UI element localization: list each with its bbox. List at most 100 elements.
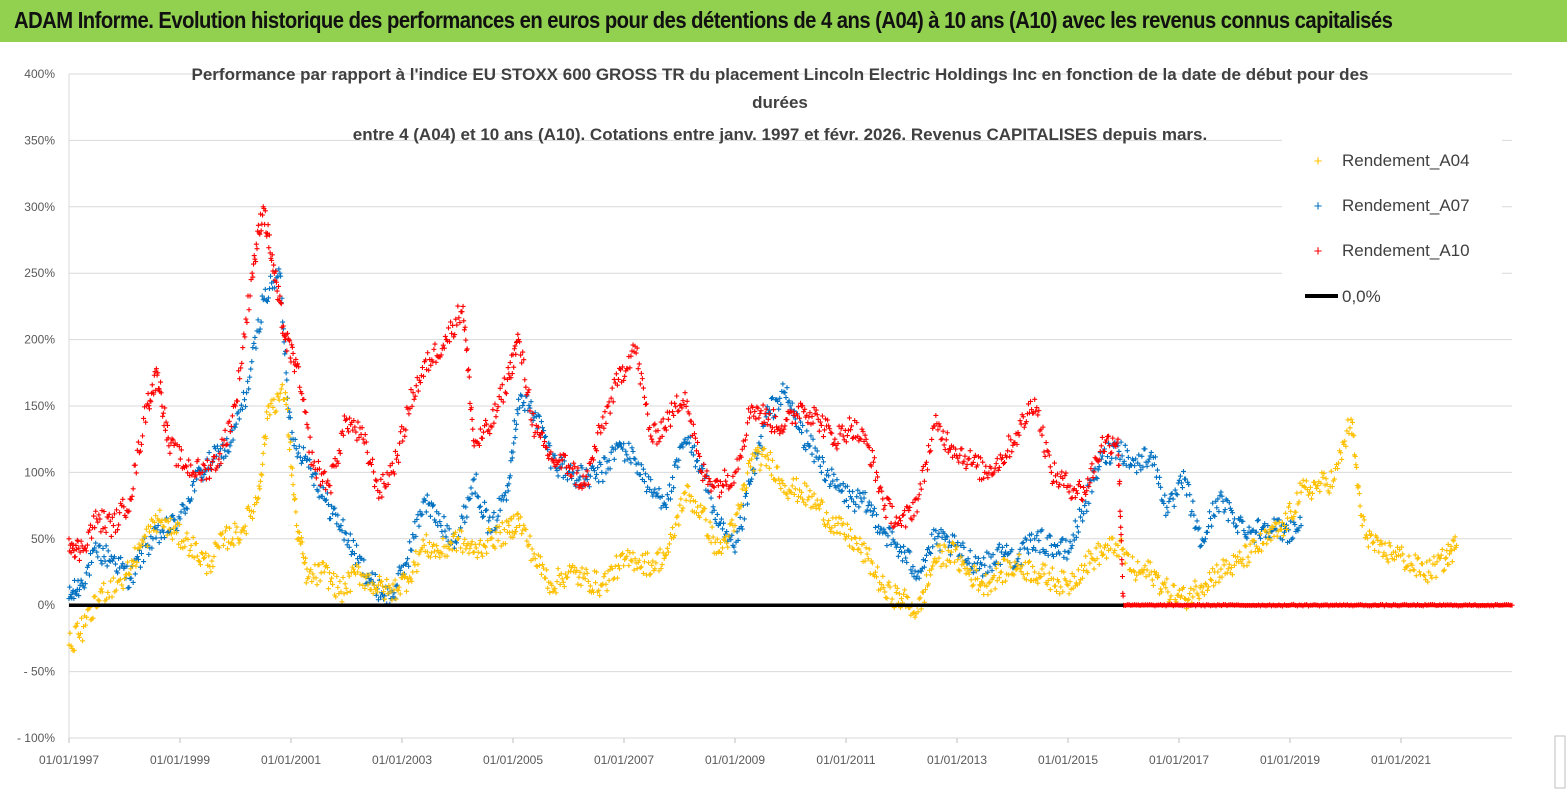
rendement-a10-point bbox=[597, 425, 603, 431]
rendement-a04-point bbox=[317, 578, 323, 584]
rendement-a10-point bbox=[1017, 418, 1023, 424]
rendement-a04-point bbox=[1407, 568, 1413, 574]
rendement-a04-point bbox=[697, 514, 703, 520]
rendement-a04-point bbox=[954, 544, 960, 550]
rendement-a04-point bbox=[318, 570, 324, 576]
rendement-a04-point bbox=[1067, 579, 1073, 585]
rendement-a04-point bbox=[459, 528, 465, 534]
rendement-a07-point bbox=[132, 571, 138, 577]
rendement-a04-point bbox=[820, 517, 826, 523]
rendement-a04-point bbox=[993, 565, 999, 571]
rendement-a04-point bbox=[597, 593, 603, 599]
rendement-a04-point bbox=[585, 578, 591, 584]
rendement-a04-point bbox=[612, 563, 618, 569]
rendement-a07-point bbox=[1136, 452, 1142, 458]
rendement-a10-point bbox=[810, 420, 816, 426]
rendement-a10-point bbox=[152, 369, 158, 375]
rendement-a07-point bbox=[783, 395, 789, 401]
rendement-a07-point bbox=[881, 526, 887, 532]
rendement-a10-point bbox=[637, 381, 643, 387]
rendement-a07-point bbox=[1164, 504, 1170, 510]
rendement-a07-point bbox=[782, 390, 788, 396]
rendement-a10-point bbox=[320, 478, 326, 484]
rendement-a10-point bbox=[479, 435, 485, 441]
rendement-a04-point bbox=[646, 560, 652, 566]
rendement-a10-point bbox=[875, 474, 881, 480]
rendement-a07-point bbox=[1069, 543, 1075, 549]
rendement-a04-point bbox=[1045, 578, 1051, 584]
rendement-a07-point bbox=[85, 562, 91, 568]
rendement-a07-point bbox=[792, 416, 798, 422]
rendement-a07-point bbox=[769, 395, 775, 401]
rendement-a10-point bbox=[735, 466, 741, 472]
rendement-a04-point bbox=[543, 575, 549, 581]
rendement-a04-point bbox=[510, 534, 516, 540]
rendement-a07-point bbox=[913, 576, 919, 582]
rendement-a10-point bbox=[251, 261, 257, 267]
rendement-a07-point bbox=[985, 569, 991, 575]
rendement-a04-point bbox=[292, 496, 298, 502]
rendement-a07-point bbox=[223, 453, 229, 459]
rendement-a04-point bbox=[1445, 541, 1451, 547]
rendement-a07-point bbox=[810, 436, 816, 442]
rendement-a07-point bbox=[1071, 537, 1077, 543]
rendement-a04-point bbox=[1376, 549, 1382, 555]
rendement-a04-point bbox=[653, 560, 659, 566]
rendement-a10-point bbox=[224, 441, 230, 447]
rendement-a10-point bbox=[738, 454, 744, 460]
rendement-a07-point bbox=[406, 563, 412, 569]
rendement-a10-point bbox=[412, 393, 418, 399]
rendement-a04-point bbox=[182, 544, 188, 550]
rendement-a10-point bbox=[1074, 490, 1080, 496]
rendement-a04-point bbox=[1440, 568, 1446, 574]
rendement-a07-point bbox=[256, 329, 262, 335]
rendement-a04-point bbox=[166, 526, 172, 532]
rendement-a04-point bbox=[958, 554, 964, 560]
rendement-a07-point bbox=[656, 486, 662, 492]
rendement-a10-point bbox=[929, 436, 935, 442]
rendement-a04-point bbox=[89, 616, 95, 622]
rendement-a10-point bbox=[938, 437, 944, 443]
rendement-a10-point bbox=[682, 390, 688, 396]
rendement-a04-point bbox=[365, 582, 371, 588]
rendement-a04-point bbox=[291, 497, 297, 503]
rendement-a04-point bbox=[874, 574, 880, 580]
rendement-a10-point bbox=[843, 439, 849, 445]
rendement-a04-point bbox=[748, 464, 754, 470]
rendement-a07-point bbox=[800, 422, 806, 428]
rendement-a04-point bbox=[721, 536, 727, 542]
rendement-a07-point bbox=[1099, 453, 1105, 459]
rendement-a07-point bbox=[721, 520, 727, 526]
rendement-a10-point bbox=[556, 458, 562, 464]
rendement-a07-point bbox=[907, 549, 913, 555]
rendement-a10-point bbox=[368, 462, 374, 468]
rendement-a10-point bbox=[1008, 437, 1014, 443]
rendement-a04-point bbox=[994, 578, 1000, 584]
rendement-a07-point bbox=[341, 537, 347, 543]
rendement-a07-point bbox=[970, 570, 976, 576]
rendement-a07-point bbox=[515, 411, 521, 417]
rendement-a10-point bbox=[363, 439, 369, 445]
rendement-a07-point bbox=[577, 474, 583, 480]
rendement-a04-point bbox=[148, 524, 154, 530]
rendement-a07-point bbox=[328, 516, 334, 522]
rendement-a04-point bbox=[308, 567, 314, 573]
rendement-a07-point bbox=[871, 505, 877, 511]
rendement-a07-point bbox=[1046, 532, 1052, 538]
rendement-a10-point bbox=[1048, 469, 1054, 475]
rendement-a10-point bbox=[883, 514, 889, 520]
rendement-a07-point bbox=[845, 504, 851, 510]
rendement-a10-point bbox=[394, 452, 400, 458]
rendement-a10-point bbox=[829, 430, 835, 436]
legend-item-zero: 0,0% bbox=[1305, 287, 1381, 306]
rendement-a04-point bbox=[949, 540, 955, 546]
rendement-a04-point bbox=[1096, 561, 1102, 567]
rendement-a07-point bbox=[789, 400, 795, 406]
rendement-a04-point bbox=[1035, 580, 1041, 586]
rendement-a04-point bbox=[578, 582, 584, 588]
rendement-a04-point bbox=[1399, 544, 1405, 550]
rendement-a07-point bbox=[664, 492, 670, 498]
rendement-a07-point bbox=[889, 529, 895, 535]
rendement-a07-point bbox=[340, 517, 346, 523]
rendement-a07-point bbox=[720, 526, 726, 532]
